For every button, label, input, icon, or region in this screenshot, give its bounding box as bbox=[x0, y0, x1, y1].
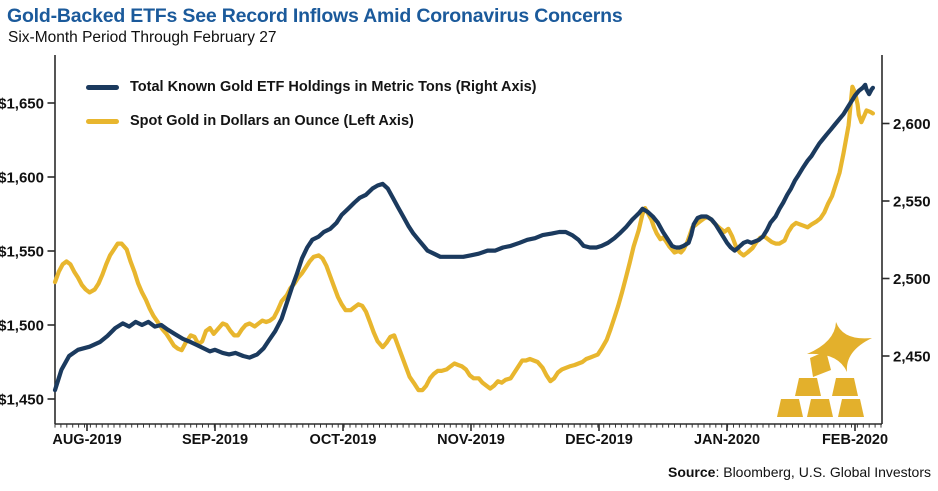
x-axis-tick-label: NOV-2019 bbox=[437, 432, 505, 448]
legend-label: Spot Gold in Dollars an Ounce (Left Axis… bbox=[130, 113, 414, 129]
right-axis-tick-label: 2,450 bbox=[893, 349, 931, 366]
left-axis-tick-label: $1,500 bbox=[0, 318, 44, 335]
series-line-gold-etf-holdings bbox=[52, 82, 876, 393]
sparkle-icon bbox=[807, 322, 872, 372]
x-axis-tick-label: SEP-2019 bbox=[182, 432, 248, 448]
chart-title: Gold-Backed ETFs See Record Inflows Amid… bbox=[7, 5, 623, 27]
right-axis-tick-label: 2,550 bbox=[893, 194, 931, 211]
gold-bar-bottom-2 bbox=[807, 399, 833, 417]
x-axis-tick-label: AUG-2019 bbox=[52, 432, 121, 448]
x-axis-tick-label: DEC-2019 bbox=[565, 432, 633, 448]
gold-bars-icon bbox=[777, 322, 872, 417]
gold-bar-bottom-3 bbox=[838, 399, 864, 417]
legend: Total Known Gold ETF Holdings in Metric … bbox=[86, 70, 537, 138]
axis-ticks: $1,450 $1,500 $1,550 $1,600 $1,650 2,450 2,500… bbox=[0, 96, 931, 449]
x-axis-tick-label: JAN-2020 bbox=[694, 432, 760, 448]
gold-bar-tilted bbox=[810, 351, 831, 377]
left-axis-tick-label: $1,450 bbox=[0, 392, 44, 409]
x-axis-tick-label: FEB-2020 bbox=[822, 432, 888, 448]
gold-line-swatch bbox=[86, 118, 119, 124]
chart-subtitle: Six-Month Period Through February 27 bbox=[8, 29, 277, 46]
series-line-spot-gold bbox=[52, 84, 876, 393]
source-label: Source bbox=[667, 464, 716, 480]
legend-label: Total Known Gold ETF Holdings in Metric … bbox=[130, 79, 537, 95]
left-axis-tick-label: $1,650 bbox=[0, 96, 44, 113]
left-axis-tick-label: $1,600 bbox=[0, 170, 44, 187]
legend-item-etf-holdings: Total Known Gold ETF Holdings in Metric … bbox=[86, 70, 537, 104]
axes-frame bbox=[54, 55, 883, 425]
gold-bar-mid-left bbox=[795, 378, 821, 396]
gold-bar-bottom-1 bbox=[777, 399, 803, 417]
x-axis-tick-label: OCT-2019 bbox=[310, 432, 377, 448]
right-axis-tick-label: 2,600 bbox=[893, 116, 931, 133]
source-text: : Bloomberg, U.S. Global Investors bbox=[715, 464, 931, 480]
right-axis-tick-label: 2,500 bbox=[893, 271, 931, 288]
series-lines bbox=[52, 82, 876, 393]
source-credit: Source: Bloomberg, U.S. Global Investors bbox=[668, 464, 931, 480]
left-axis-tick-label: $1,550 bbox=[0, 244, 44, 261]
navy-line-swatch bbox=[86, 84, 119, 90]
legend-item-spot-gold: Spot Gold in Dollars an Ounce (Left Axis… bbox=[86, 104, 537, 138]
gold-bar-mid-right bbox=[832, 378, 858, 396]
